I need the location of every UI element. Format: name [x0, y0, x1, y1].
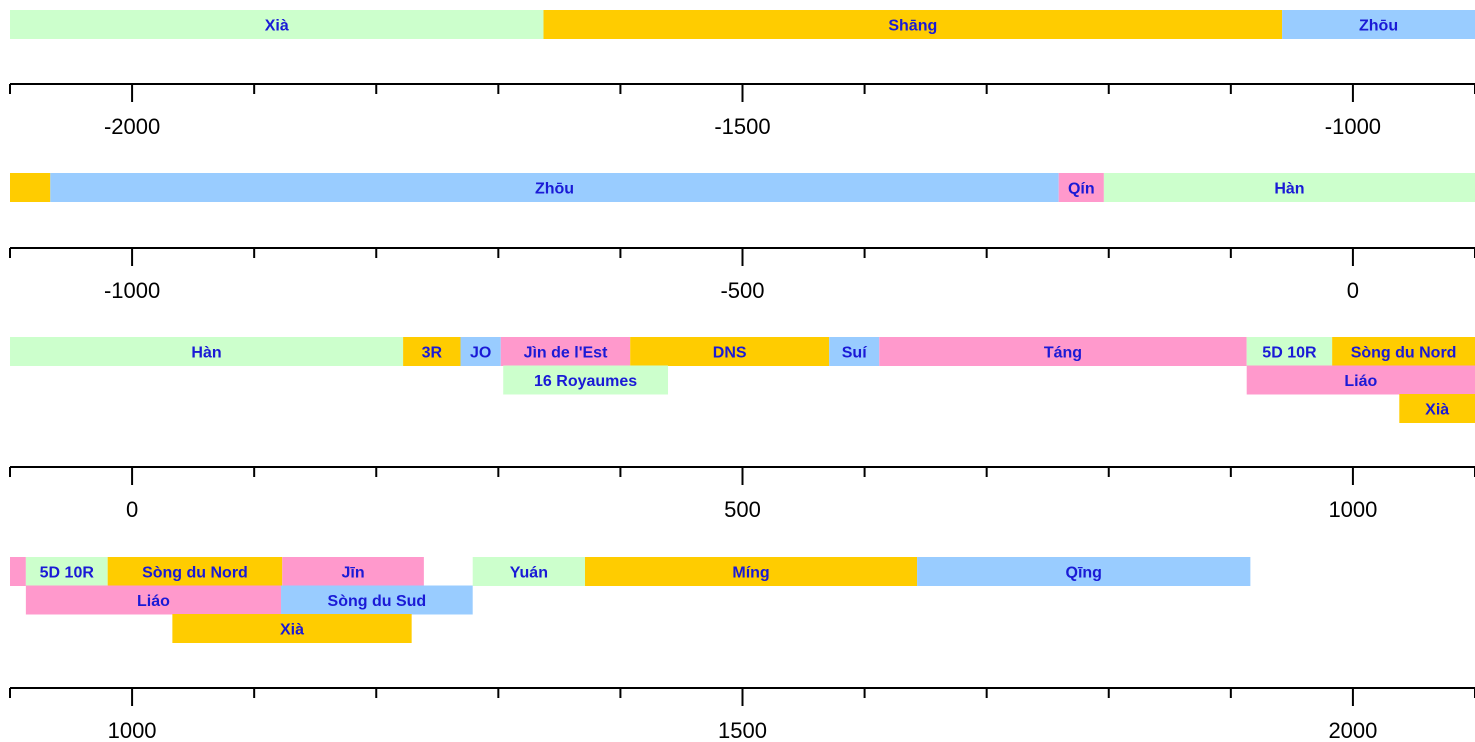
tick-label: 2000 [1328, 718, 1377, 742]
period-label: Liáo [137, 593, 170, 610]
period-bar [1058, 173, 1104, 202]
tick-label: 1500 [718, 718, 767, 742]
period-bar [282, 557, 424, 586]
period-bar [1246, 337, 1333, 366]
timeline-row: Zhōu Qín Hàn -1000 -500 0 [9, 173, 1475, 303]
period-bar [1103, 173, 1475, 202]
tick-label: 0 [126, 497, 138, 522]
period-label: Zhōu [535, 181, 574, 198]
period-bar [1246, 365, 1475, 395]
period-label: Shāng [888, 18, 937, 35]
period-label: Jīn [341, 565, 364, 582]
timeline-row: Xià Shāng Zhōu -2000 -1500 -1000 [9, 10, 1475, 139]
period-bar [879, 337, 1247, 366]
tick-label: -1500 [714, 114, 770, 139]
period-bar [543, 10, 1283, 39]
period-bar [10, 10, 544, 39]
tick-label: -2000 [104, 114, 160, 139]
period-bar [10, 337, 404, 366]
tick-label: -1000 [1325, 114, 1381, 139]
period-bar [630, 337, 830, 366]
period-label: 16 Royaumes [534, 373, 637, 390]
tick-label: -1000 [104, 278, 160, 303]
period-label: Liáo [1344, 373, 1377, 390]
period-label: Hàn [191, 345, 221, 362]
period-bar [460, 337, 501, 366]
period-label: DNS [713, 345, 747, 362]
period-bar [500, 337, 631, 366]
tick-label: 1000 [1328, 497, 1377, 522]
tick-label: 1000 [108, 718, 157, 742]
period-label: Sòng du Nord [142, 565, 248, 582]
period-bar [503, 365, 669, 395]
timeline-row: Hàn 3R JO Jìn de l'Est DNS Suí Táng 5D 10R Sòng … [9, 337, 1475, 522]
period-label: JO [470, 345, 491, 362]
period-bar [25, 557, 108, 586]
period-bar [1282, 10, 1475, 39]
period-bar [403, 337, 461, 366]
period-bar [25, 585, 282, 615]
period-label: Xià [265, 18, 289, 35]
period-bar [10, 557, 26, 586]
period-bar [585, 557, 918, 586]
period-bar [281, 585, 473, 615]
period-label: Sòng du Nord [1351, 345, 1457, 362]
period-bar [472, 557, 586, 586]
period-bar [172, 614, 412, 643]
period-label: Suí [842, 345, 867, 362]
period-bar [1332, 337, 1475, 366]
period-label: Qīng [1066, 565, 1102, 582]
period-label: Xià [1425, 402, 1449, 419]
tick-label: -500 [720, 278, 764, 303]
tick-label: 0 [1347, 278, 1359, 303]
period-label: Yuán [510, 565, 548, 582]
period-bar [10, 173, 51, 202]
period-label: Xià [280, 622, 304, 639]
period-bar [107, 557, 283, 586]
period-label: 5D 10R [40, 565, 95, 582]
period-label: Zhōu [1359, 18, 1398, 35]
period-label: Hàn [1274, 181, 1304, 198]
period-label: 5D 10R [1262, 345, 1317, 362]
tick-label: 500 [724, 497, 761, 522]
timeline-row: 5D 10R Sòng du Nord Jīn Yuán Míng Qīng Liáo Sòn… [9, 557, 1475, 742]
period-label: Míng [732, 565, 769, 582]
period-bar [1399, 394, 1475, 423]
period-bar [917, 557, 1251, 586]
period-label: Qín [1068, 181, 1095, 198]
period-bar [50, 173, 1059, 202]
period-label: 3R [422, 345, 443, 362]
period-label: Jìn de l'Est [524, 345, 609, 362]
period-bar [829, 337, 880, 366]
period-label: Sòng du Sud [328, 593, 427, 610]
period-label: Táng [1044, 345, 1082, 362]
